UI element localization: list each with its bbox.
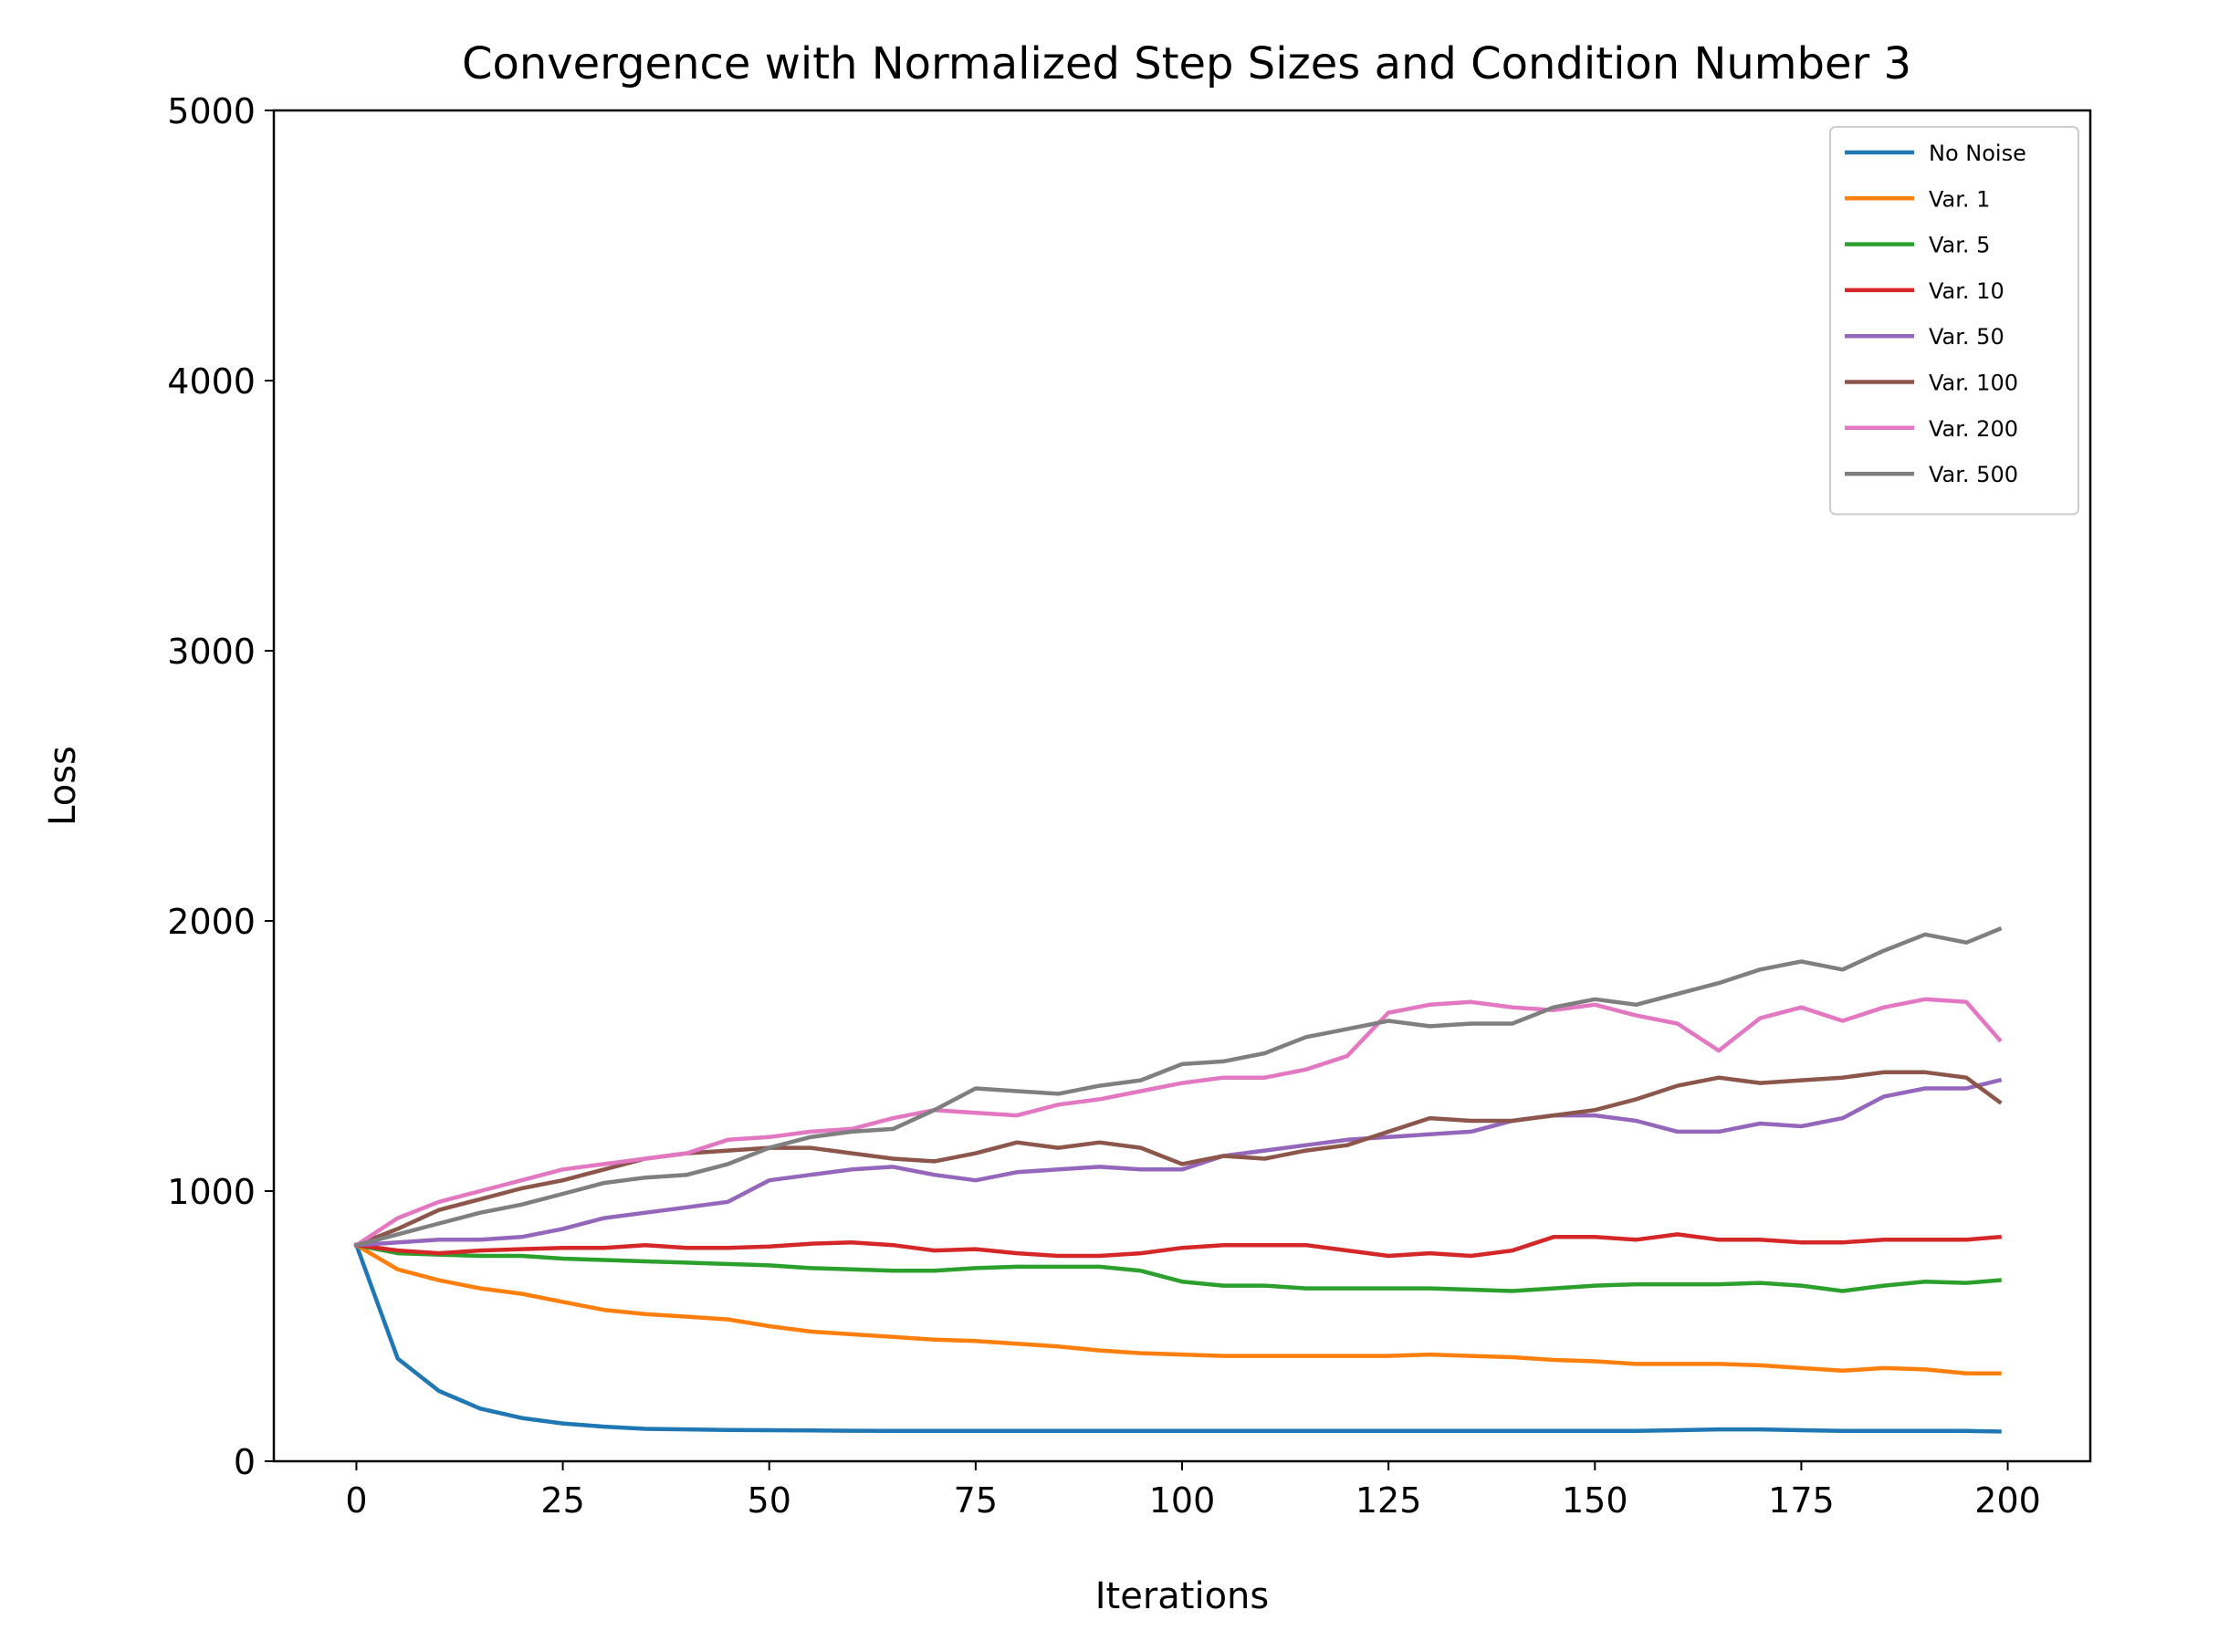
y-tick-label: 3000 xyxy=(167,632,256,672)
legend: No Noise Var. 1 Var. 5 Var. 10 Var. 50 Var. 1… xyxy=(1829,126,2079,516)
series-line-3 xyxy=(353,1232,2002,1259)
y-axis: 0 1000 2000 3000 4000 5000 xyxy=(167,91,274,1482)
series-line-0 xyxy=(353,1242,2002,1434)
x-tick-label: 0 xyxy=(345,1480,367,1521)
legend-label: No Noise xyxy=(1929,141,2026,166)
chart-title: Convergence with Normalized Step Sizes a… xyxy=(462,38,1911,89)
series-line-4 xyxy=(354,1077,2003,1248)
x-axis: 0 25 50 75 100 125 150 175 200 xyxy=(345,1461,2041,1521)
series-line-6 xyxy=(353,997,2003,1249)
series-line-2 xyxy=(353,1242,2002,1293)
legend-label: Var. 200 xyxy=(1929,416,2018,442)
y-tick-label: 2000 xyxy=(167,902,256,942)
y-tick-label: 5000 xyxy=(167,91,256,131)
legend-label: Var. 500 xyxy=(1929,462,2018,487)
x-axis-label: Iterations xyxy=(1095,1575,1270,1617)
series-lines xyxy=(353,925,2003,1434)
x-tick-label: 150 xyxy=(1562,1480,1628,1521)
x-tick-label: 175 xyxy=(1768,1480,1835,1521)
x-tick-label: 125 xyxy=(1355,1480,1422,1521)
legend-label: Var. 10 xyxy=(1929,278,2004,304)
series-line-1 xyxy=(353,1242,2002,1376)
legend-label: Var. 100 xyxy=(1929,371,2018,396)
x-tick-label: 200 xyxy=(1974,1480,2041,1521)
x-tick-label: 25 xyxy=(540,1480,584,1521)
y-tick-label: 0 xyxy=(234,1442,256,1482)
legend-label: Var. 5 xyxy=(1929,233,1990,258)
legend-box xyxy=(1829,126,2079,516)
legend-label: Var. 50 xyxy=(1929,324,2004,350)
x-tick-label: 50 xyxy=(748,1480,791,1521)
y-tick-label: 4000 xyxy=(167,361,256,402)
legend-label: Var. 1 xyxy=(1929,186,1990,212)
x-tick-label: 75 xyxy=(954,1480,998,1521)
y-tick-label: 1000 xyxy=(167,1172,256,1212)
y-axis-label: Loss xyxy=(42,746,84,826)
x-tick-label: 100 xyxy=(1149,1480,1216,1521)
series-line-7 xyxy=(353,925,2003,1248)
